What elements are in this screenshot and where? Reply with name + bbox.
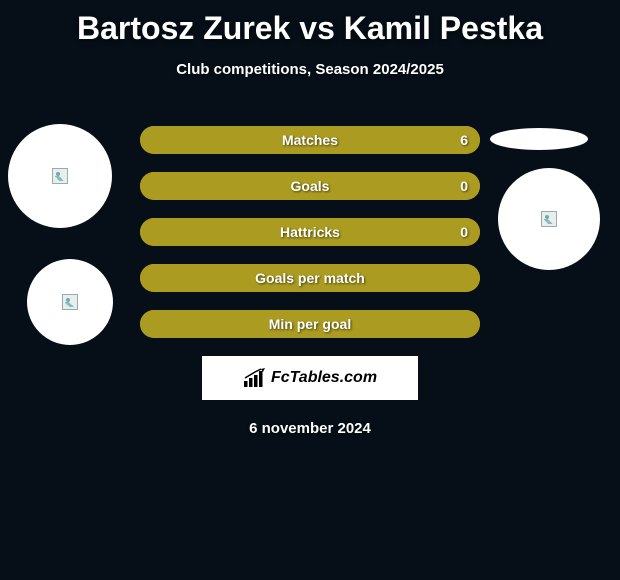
stat-label: Min per goal xyxy=(140,310,480,338)
date-text: 6 november 2024 xyxy=(0,420,620,437)
decor-ellipse xyxy=(490,128,588,150)
logo-chart-icon xyxy=(243,368,267,388)
broken-image-icon xyxy=(541,211,557,227)
stat-value-right: 0 xyxy=(460,172,468,200)
watermark-text: FcTables.com xyxy=(271,369,377,387)
stat-row: Goals0 xyxy=(140,172,480,200)
page-title: Bartosz Zurek vs Kamil Pestka xyxy=(0,0,620,47)
watermark-box: FcTables.com xyxy=(202,356,418,400)
avatar-circle xyxy=(27,259,113,345)
page-subtitle: Club competitions, Season 2024/2025 xyxy=(0,61,620,78)
stat-label: Goals per match xyxy=(140,264,480,292)
stat-value-right: 6 xyxy=(460,126,468,154)
broken-image-icon xyxy=(62,294,78,310)
stat-row: Min per goal xyxy=(140,310,480,338)
stat-label: Goals xyxy=(140,172,480,200)
stat-value-right: 0 xyxy=(460,218,468,246)
stats-container: Matches6Goals0Hattricks0Goals per matchM… xyxy=(140,126,480,338)
stat-row: Hattricks0 xyxy=(140,218,480,246)
stat-row: Matches6 xyxy=(140,126,480,154)
avatar-circle xyxy=(8,124,112,228)
avatar-circle xyxy=(498,168,600,270)
stat-label: Matches xyxy=(140,126,480,154)
broken-image-icon xyxy=(52,168,68,184)
stat-row: Goals per match xyxy=(140,264,480,292)
stat-label: Hattricks xyxy=(140,218,480,246)
